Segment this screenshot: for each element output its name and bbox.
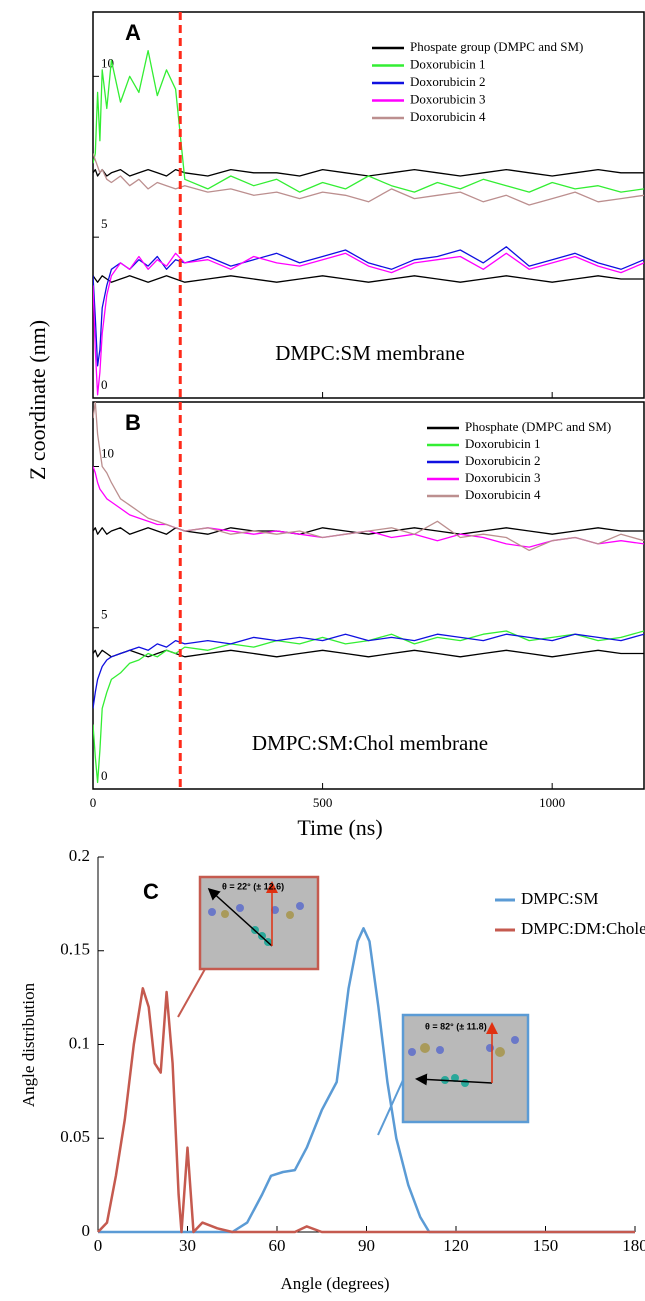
legend-label: Phospate group (DMPC and SM) (410, 39, 583, 54)
inset-red: θ = 22° (± 12.6) (177, 875, 320, 1018)
legend-label: Doxorubicin 3 (465, 470, 540, 485)
panel: 0 0.05 0.1 0.15 0.2 0 30 60 90 120 150 180 DMPC:SM DM… (60, 846, 645, 1255)
panel: 0 5 10 0 500 1000 Phosphate (DMPC and SM) Doxor… (90, 401, 645, 810)
series-line (93, 246, 644, 367)
y-tick-label: 0 (82, 1221, 91, 1240)
legend-label: Doxorubicin 2 (465, 453, 540, 468)
legend-label: Doxorubicin 4 (465, 487, 541, 502)
y-axis-label: Z coordinate (nm) (25, 320, 50, 480)
legend-label: Doxorubicin 1 (465, 436, 540, 451)
series-line (93, 402, 644, 552)
series-group (93, 49, 644, 396)
series-line (93, 630, 644, 784)
legend-label: Doxorubicin 2 (410, 74, 485, 89)
x-tick-label: 0 (94, 1236, 103, 1255)
x-tick-label: 500 (313, 795, 333, 810)
x-axis-label: Angle (degrees) (280, 1274, 389, 1293)
series-group (97, 927, 635, 1234)
legend-label: DMPC:DM:Cholesterol (521, 919, 645, 938)
legend-label: Doxorubicin 4 (410, 109, 486, 124)
y-tick-label: 5 (101, 216, 108, 231)
x-tick-label: 60 (269, 1236, 286, 1255)
series-group (93, 402, 644, 784)
series-line (93, 466, 644, 548)
series-line (93, 252, 644, 396)
x-tick-label: 120 (443, 1236, 469, 1255)
legend-label: Doxorubicin 1 (410, 56, 485, 71)
panel-label: A (125, 20, 141, 45)
x-tick-label: 180 (622, 1236, 645, 1255)
plot-frame (92, 401, 645, 790)
panel-label: C (143, 879, 159, 904)
inset-blue: θ = 82° (± 11.8) (377, 1013, 530, 1136)
series-line (93, 275, 644, 283)
x-tick-label: 150 (533, 1236, 559, 1255)
x-tick-label: 0 (90, 795, 97, 810)
legend-label: Phosphate (DMPC and SM) (465, 419, 611, 434)
series-line (98, 927, 635, 1234)
y-tick-label: 0.2 (69, 846, 90, 865)
y-tick-label: 10 (101, 445, 114, 460)
y-tick-label: 0.05 (60, 1127, 90, 1146)
legend-label: DMPC:SM (521, 889, 598, 908)
series-line (93, 153, 644, 206)
series-line (97, 987, 635, 1234)
x-tick-label: 90 (358, 1236, 375, 1255)
annotation: DMPC:SM:Chol membrane (252, 731, 488, 755)
legend-label: Doxorubicin 3 (410, 91, 485, 106)
x-tick-label: 30 (179, 1236, 196, 1255)
plot-frame (92, 11, 645, 399)
panel-label: B (125, 410, 141, 435)
series-line (93, 49, 644, 193)
series-line (93, 633, 644, 709)
series-line (93, 168, 644, 177)
y-axis-label: Angle distribution (19, 982, 38, 1107)
x-axis-label: Time (ns) (297, 815, 382, 840)
annotation: DMPC:SM membrane (275, 341, 465, 365)
x-tick-label: 1000 (539, 795, 565, 810)
y-tick-label: 0.1 (69, 1033, 90, 1052)
y-tick-label: 0 (101, 377, 108, 392)
inset-label: θ = 22° (± 12.6) (222, 881, 284, 891)
y-tick-label: 0.15 (60, 940, 90, 959)
y-tick-label: 0 (101, 768, 108, 783)
inset-label: θ = 82° (± 11.8) (425, 1021, 487, 1031)
series-line (93, 649, 644, 658)
y-tick-label: 5 (101, 607, 108, 622)
